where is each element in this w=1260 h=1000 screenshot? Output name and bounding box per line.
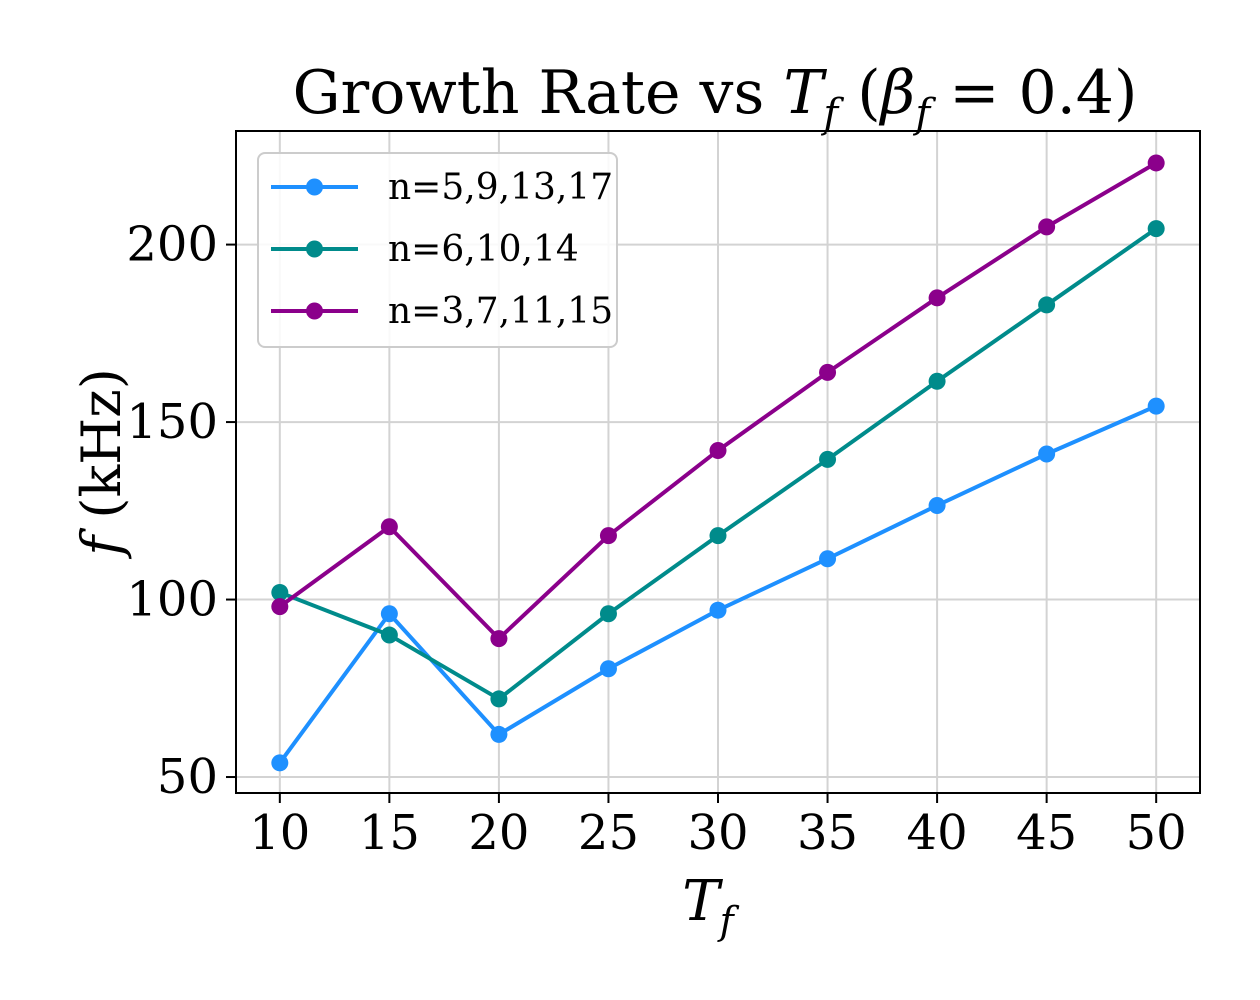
data-point bbox=[380, 626, 398, 644]
data-point bbox=[490, 725, 508, 743]
data-point bbox=[709, 441, 727, 459]
x-tick-label: 40 bbox=[907, 805, 968, 861]
x-axis-label: Tf bbox=[682, 869, 739, 943]
x-tick-label: 15 bbox=[359, 805, 420, 861]
data-point bbox=[271, 583, 289, 601]
x-tick-label: 20 bbox=[468, 805, 529, 861]
legend: n=5,9,13,17 n=6,10,14 n=3,7,11,15 bbox=[257, 152, 618, 348]
data-point bbox=[271, 598, 289, 616]
legend-marker bbox=[306, 178, 323, 196]
data-point bbox=[928, 289, 946, 307]
data-point bbox=[928, 372, 946, 390]
legend-entry: n=5,9,13,17 bbox=[271, 167, 613, 208]
series-2 bbox=[271, 220, 1165, 708]
x-tick-label: 50 bbox=[1126, 805, 1187, 861]
legend-label: n=6,10,14 bbox=[388, 229, 579, 270]
y-tick-label: 50 bbox=[157, 749, 218, 805]
data-point bbox=[709, 527, 727, 545]
legend-label: n=5,9,13,17 bbox=[388, 167, 613, 208]
y-tick-label: 150 bbox=[126, 394, 218, 450]
data-point bbox=[599, 527, 617, 545]
data-point bbox=[1038, 218, 1056, 236]
series-1 bbox=[271, 397, 1165, 772]
data-point bbox=[709, 601, 727, 619]
legend-marker bbox=[306, 302, 323, 320]
series-layer bbox=[271, 154, 1165, 772]
legend-label: n=3,7,11,15 bbox=[388, 291, 613, 332]
data-point bbox=[819, 550, 837, 568]
series-3 bbox=[271, 154, 1165, 648]
data-point bbox=[490, 690, 508, 708]
legend-entry: n=3,7,11,15 bbox=[271, 291, 613, 332]
x-tick-label: 25 bbox=[578, 805, 639, 861]
x-tick-label: 30 bbox=[687, 805, 748, 861]
x-tick-label: 45 bbox=[1016, 805, 1077, 861]
legend-entry: n=6,10,14 bbox=[271, 229, 579, 270]
chart-title: Growth Rate vs Tf (βf = 0.4) bbox=[293, 58, 1138, 137]
y-tick-label: 200 bbox=[126, 217, 218, 273]
y-axis-label: f (kHz) bbox=[70, 368, 133, 560]
data-point bbox=[819, 450, 837, 468]
data-point bbox=[819, 363, 837, 381]
data-point bbox=[1038, 445, 1056, 463]
data-point bbox=[1038, 296, 1056, 314]
x-tick-label: 10 bbox=[249, 805, 310, 861]
data-point bbox=[1147, 154, 1165, 172]
data-point bbox=[599, 605, 617, 623]
data-point bbox=[380, 518, 398, 536]
data-point bbox=[1147, 397, 1165, 415]
data-point bbox=[490, 630, 508, 648]
x-tick-label: 35 bbox=[797, 805, 858, 861]
legend-marker bbox=[306, 240, 323, 258]
data-point bbox=[1147, 220, 1165, 238]
data-point bbox=[380, 605, 398, 623]
data-point bbox=[271, 754, 289, 772]
ticks: 10 15 20 25 30 35 40 45 50 50 100 150 200 bbox=[126, 217, 1186, 861]
data-point bbox=[599, 660, 617, 678]
legend-box bbox=[257, 152, 618, 348]
y-tick-label: 100 bbox=[126, 572, 218, 628]
data-point bbox=[928, 496, 946, 514]
